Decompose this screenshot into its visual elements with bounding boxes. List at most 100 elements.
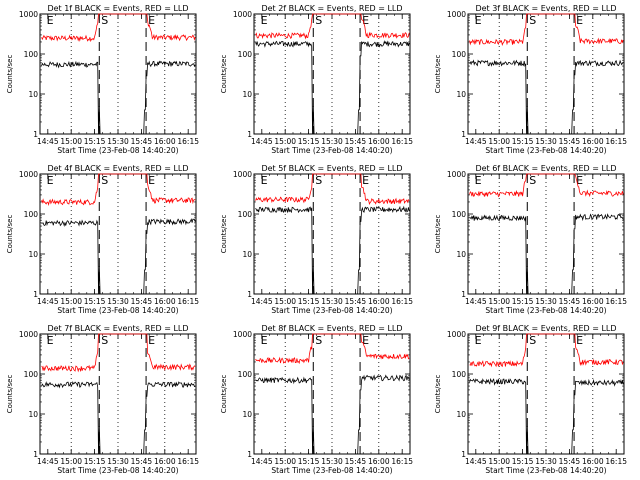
- y-axis-label: Counts/sec: [220, 375, 228, 414]
- lld-series-line: [255, 13, 410, 40]
- y-tick-label: 1: [247, 450, 252, 459]
- x-tick-label: 16:00: [154, 457, 176, 466]
- lld-series-line: [469, 333, 624, 368]
- lld-series-line: [41, 13, 196, 43]
- y-axis-label: Counts/sec: [6, 55, 14, 94]
- y-tick-label: 10: [28, 90, 38, 99]
- events-series-line: [469, 213, 624, 295]
- y-tick-label: 1: [33, 290, 38, 299]
- detector-panel-4: Det 4f BLACK = Events, RED = LLD Counts/s…: [6, 164, 199, 315]
- events-series-line: [255, 205, 410, 295]
- y-tick-label: 1: [461, 290, 466, 299]
- y-tick-label: 10: [456, 90, 466, 99]
- panel-title: Det 9f BLACK = Events, RED = LLD: [475, 324, 616, 333]
- x-tick-label: 15:45: [131, 137, 153, 146]
- y-tick-label: 1: [461, 130, 466, 139]
- x-axis-label: Start Time (23-Feb-08 14:40:20): [485, 146, 606, 155]
- y-tick-label: 1000: [233, 170, 252, 179]
- y-tick-label: 10: [242, 90, 252, 99]
- y-tick-label: 1000: [19, 330, 38, 339]
- lld-series-line: [255, 333, 410, 365]
- marker-label: E: [261, 14, 268, 27]
- y-tick-label: 100: [24, 50, 39, 59]
- marker-label: E: [576, 174, 583, 187]
- x-tick-label: 16:00: [368, 137, 390, 146]
- marker-label: S: [101, 334, 108, 347]
- y-tick-label: 1000: [447, 10, 466, 19]
- panel-title: Det 1f BLACK = Events, RED = LLD: [47, 4, 188, 13]
- marker-label: E: [148, 334, 155, 347]
- y-tick-label: 10: [28, 250, 38, 259]
- x-tick-label: 15:45: [559, 137, 581, 146]
- x-axis-label: Start Time (23-Feb-08 14:40:20): [485, 466, 606, 475]
- y-tick-label: 1000: [233, 330, 252, 339]
- x-tick-label: 14:45: [251, 457, 273, 466]
- y-tick-label: 10: [28, 410, 38, 419]
- y-tick-label: 10: [242, 250, 252, 259]
- x-tick-label: 14:45: [251, 297, 273, 306]
- x-axis-label: Start Time (23-Feb-08 14:40:20): [485, 306, 606, 315]
- x-tick-label: 14:45: [465, 457, 487, 466]
- y-tick-label: 1000: [447, 330, 466, 339]
- marker-label: E: [148, 14, 155, 27]
- y-tick-label: 10: [456, 410, 466, 419]
- panel-title: Det 7f BLACK = Events, RED = LLD: [47, 324, 188, 333]
- x-tick-label: 15:45: [131, 297, 153, 306]
- events-series-line: [255, 40, 410, 135]
- x-tick-label: 15:00: [274, 457, 296, 466]
- detector-panel-1: Det 1f BLACK = Events, RED = LLD Counts/s…: [6, 4, 199, 155]
- events-series-line: [41, 218, 196, 295]
- x-tick-label: 16:15: [391, 457, 413, 466]
- detector-panel-7: Det 7f BLACK = Events, RED = LLD Counts/s…: [6, 324, 199, 475]
- events-series-line: [255, 374, 410, 455]
- y-tick-label: 100: [452, 50, 467, 59]
- x-tick-label: 15:00: [488, 457, 510, 466]
- x-tick-label: 15:15: [298, 137, 320, 146]
- x-axis-label: Start Time (23-Feb-08 14:40:20): [271, 466, 392, 475]
- y-tick-label: 100: [452, 210, 467, 219]
- y-tick-label: 100: [238, 370, 253, 379]
- x-tick-label: 15:15: [84, 457, 106, 466]
- x-tick-label: 16:00: [582, 457, 604, 466]
- marker-label: E: [362, 334, 369, 347]
- y-tick-label: 1000: [19, 170, 38, 179]
- panel-title: Det 3f BLACK = Events, RED = LLD: [475, 4, 616, 13]
- x-tick-label: 15:45: [345, 457, 367, 466]
- panel-title: Det 6f BLACK = Events, RED = LLD: [475, 164, 616, 173]
- detector-panel-6: Det 6f BLACK = Events, RED = LLD Counts/s…: [434, 164, 627, 315]
- y-tick-label: 10: [456, 250, 466, 259]
- x-tick-label: 16:00: [582, 137, 604, 146]
- y-axis-label: Counts/sec: [434, 375, 442, 414]
- marker-label: E: [47, 174, 54, 187]
- detector-panel-9: Det 9f BLACK = Events, RED = LLD Counts/s…: [434, 324, 627, 475]
- x-tick-label: 15:30: [321, 137, 343, 146]
- detector-panel-8: Det 8f BLACK = Events, RED = LLD Counts/s…: [220, 324, 413, 475]
- x-tick-label: 15:30: [321, 457, 343, 466]
- x-tick-label: 15:30: [535, 457, 557, 466]
- y-axis-label: Counts/sec: [220, 55, 228, 94]
- marker-label: E: [576, 334, 583, 347]
- x-tick-label: 14:45: [465, 137, 487, 146]
- x-tick-label: 14:45: [37, 457, 59, 466]
- x-tick-label: 15:00: [488, 137, 510, 146]
- marker-label: E: [47, 334, 54, 347]
- detector-panel-3: Det 3f BLACK = Events, RED = LLD Counts/s…: [434, 4, 627, 155]
- marker-label: S: [529, 334, 536, 347]
- x-tick-label: 15:45: [345, 137, 367, 146]
- x-tick-label: 16:00: [154, 297, 176, 306]
- y-tick-label: 1: [247, 290, 252, 299]
- x-tick-label: 14:45: [37, 297, 59, 306]
- x-tick-label: 15:30: [107, 137, 129, 146]
- x-tick-label: 15:00: [60, 137, 82, 146]
- x-tick-label: 15:00: [274, 297, 296, 306]
- x-tick-label: 15:30: [535, 137, 557, 146]
- x-tick-label: 15:30: [107, 457, 129, 466]
- x-axis-label: Start Time (23-Feb-08 14:40:20): [57, 466, 178, 475]
- lld-series-line: [41, 333, 196, 373]
- y-tick-label: 100: [238, 210, 253, 219]
- marker-label: S: [529, 14, 536, 27]
- x-tick-label: 16:00: [368, 297, 390, 306]
- x-tick-label: 16:15: [177, 457, 199, 466]
- marker-label: S: [101, 174, 108, 187]
